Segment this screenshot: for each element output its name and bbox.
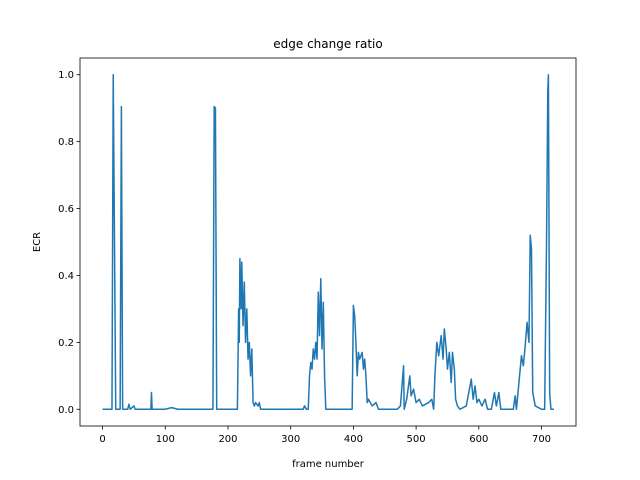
x-tick-label: 700 [532, 434, 551, 445]
x-tick-label: 100 [156, 434, 175, 445]
x-tick-label: 0 [99, 434, 105, 445]
y-tick-label: 0.4 [58, 271, 74, 282]
x-axis-label: frame number [292, 459, 365, 470]
y-tick-label: 0.6 [58, 204, 74, 215]
x-tick-label: 600 [469, 434, 488, 445]
y-axis-label: ECR [32, 232, 43, 252]
chart-title: edge change ratio [273, 37, 382, 51]
y-tick-label: 0.2 [58, 338, 74, 349]
y-tick-label: 1.0 [58, 70, 74, 81]
x-tick-label: 300 [281, 434, 300, 445]
series-line [102, 73, 555, 411]
x-tick-label: 200 [218, 434, 237, 445]
x-tick-label: 500 [407, 434, 426, 445]
x-tick-label: 400 [344, 434, 363, 445]
y-tick-label: 0.0 [58, 405, 74, 416]
y-tick-label: 0.8 [58, 137, 74, 148]
plot-frame [79, 57, 577, 427]
